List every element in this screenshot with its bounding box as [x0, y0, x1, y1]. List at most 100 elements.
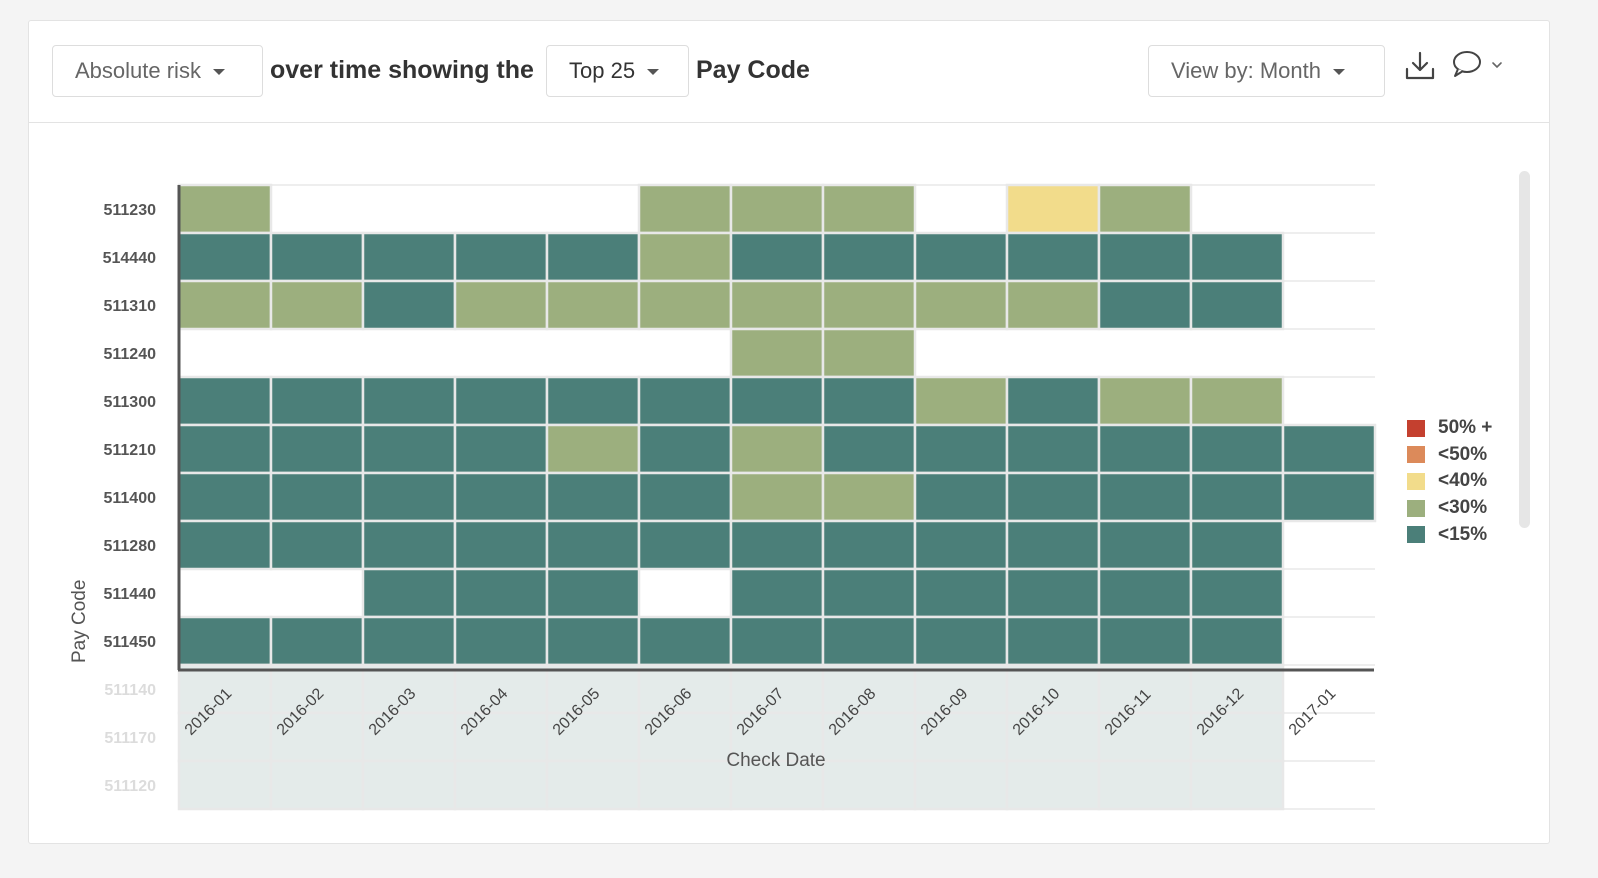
heatmap-cell[interactable] [729, 615, 825, 667]
heatmap-cell[interactable] [1005, 567, 1101, 619]
heatmap-cell[interactable] [1097, 615, 1193, 667]
heatmap-cell[interactable] [361, 279, 457, 331]
heatmap-cell[interactable] [1189, 279, 1285, 331]
heatmap-cell[interactable] [821, 423, 917, 475]
heatmap-cell[interactable] [821, 279, 917, 331]
comment-icon[interactable] [1451, 50, 1503, 78]
heatmap-cell[interactable] [729, 327, 825, 379]
heatmap-cell[interactable] [1005, 183, 1101, 235]
heatmap-cell[interactable] [1189, 615, 1285, 667]
heatmap-cell[interactable] [177, 711, 273, 763]
heatmap-cell[interactable] [913, 663, 1009, 715]
legend-item[interactable]: <50% [1407, 442, 1492, 469]
heatmap-cell[interactable] [729, 759, 825, 811]
heatmap-cell[interactable] [177, 183, 273, 235]
heatmap-cell[interactable] [453, 231, 549, 283]
heatmap-cell[interactable] [637, 711, 733, 763]
heatmap-cell[interactable] [729, 279, 825, 331]
heatmap-cell[interactable] [913, 231, 1009, 283]
heatmap-cell[interactable] [1097, 471, 1193, 523]
heatmap-cell[interactable] [1005, 231, 1101, 283]
heatmap-cell[interactable] [821, 759, 917, 811]
heatmap-cell[interactable] [177, 279, 273, 331]
heatmap-cell[interactable] [177, 519, 273, 571]
heatmap-cell[interactable] [821, 471, 917, 523]
heatmap-cell[interactable] [1097, 711, 1193, 763]
heatmap-cell[interactable] [1097, 183, 1193, 235]
heatmap-cell[interactable] [637, 519, 733, 571]
heatmap-cell[interactable] [545, 519, 641, 571]
heatmap-cell[interactable] [545, 279, 641, 331]
heatmap-cell[interactable] [913, 519, 1009, 571]
heatmap-cell[interactable] [729, 423, 825, 475]
heatmap-cell[interactable] [177, 375, 273, 427]
heatmap-cell[interactable] [821, 183, 917, 235]
heatmap-cell[interactable] [361, 567, 457, 619]
heatmap-cell[interactable] [729, 519, 825, 571]
heatmap-cell[interactable] [1005, 519, 1101, 571]
heatmap-cell[interactable] [729, 183, 825, 235]
heatmap-cell[interactable] [361, 375, 457, 427]
heatmap-cell[interactable] [545, 423, 641, 475]
heatmap-cell[interactable] [637, 615, 733, 667]
heatmap-cell[interactable] [913, 567, 1009, 619]
heatmap-cell[interactable] [177, 759, 273, 811]
view-by-dropdown[interactable]: View by: Month [1148, 45, 1385, 97]
heatmap-cell[interactable] [821, 327, 917, 379]
heatmap-cell[interactable] [545, 375, 641, 427]
heatmap-cell[interactable] [637, 423, 733, 475]
heatmap-cell[interactable] [545, 759, 641, 811]
heatmap-cell[interactable] [269, 711, 365, 763]
heatmap-cell[interactable] [821, 567, 917, 619]
heatmap-cell[interactable] [1005, 615, 1101, 667]
heatmap-cell[interactable] [1005, 423, 1101, 475]
heatmap-cell[interactable] [637, 663, 733, 715]
heatmap-cell[interactable] [1097, 279, 1193, 331]
heatmap-cell[interactable] [361, 615, 457, 667]
top-n-dropdown[interactable]: Top 25 [546, 45, 689, 97]
heatmap-cell[interactable] [361, 759, 457, 811]
heatmap-cell[interactable] [269, 423, 365, 475]
heatmap-cell[interactable] [453, 471, 549, 523]
heatmap-cell[interactable] [637, 231, 733, 283]
heatmap-cell[interactable] [637, 279, 733, 331]
heatmap-cell[interactable] [453, 711, 549, 763]
heatmap-cell[interactable] [913, 423, 1009, 475]
heatmap-cell[interactable] [269, 519, 365, 571]
heatmap-cell[interactable] [1189, 375, 1285, 427]
heatmap-cell[interactable] [545, 231, 641, 283]
heatmap-cell[interactable] [913, 615, 1009, 667]
heatmap-cell[interactable] [269, 471, 365, 523]
heatmap-cell[interactable] [1097, 567, 1193, 619]
heatmap-cell[interactable] [1005, 471, 1101, 523]
heatmap-cell[interactable] [729, 231, 825, 283]
legend-item[interactable]: 50% + [1407, 415, 1492, 442]
heatmap-cell[interactable] [1097, 423, 1193, 475]
heatmap-cell[interactable] [821, 519, 917, 571]
heatmap-cell[interactable] [637, 183, 733, 235]
heatmap-cell[interactable] [821, 231, 917, 283]
heatmap-cell[interactable] [177, 423, 273, 475]
heatmap-cell[interactable] [361, 519, 457, 571]
heatmap-cell[interactable] [821, 375, 917, 427]
heatmap-cell[interactable] [177, 615, 273, 667]
heatmap-cell[interactable] [453, 423, 549, 475]
legend-item[interactable]: <40% [1407, 468, 1492, 495]
heatmap-cell[interactable] [1281, 423, 1377, 475]
heatmap-cell[interactable] [913, 375, 1009, 427]
download-icon[interactable] [1403, 49, 1437, 83]
heatmap-cell[interactable] [1097, 375, 1193, 427]
heatmap-cell[interactable] [269, 279, 365, 331]
heatmap-cell[interactable] [545, 615, 641, 667]
heatmap-cell[interactable] [545, 471, 641, 523]
heatmap-cell[interactable] [1189, 567, 1285, 619]
heatmap-cell[interactable] [269, 375, 365, 427]
heatmap-cell[interactable] [729, 663, 825, 715]
heatmap-cell[interactable] [453, 615, 549, 667]
heatmap-cell[interactable] [913, 471, 1009, 523]
heatmap-cell[interactable] [361, 471, 457, 523]
heatmap-cell[interactable] [1005, 279, 1101, 331]
heatmap-cell[interactable] [453, 567, 549, 619]
heatmap-cell[interactable] [361, 711, 457, 763]
heatmap-cell[interactable] [637, 759, 733, 811]
